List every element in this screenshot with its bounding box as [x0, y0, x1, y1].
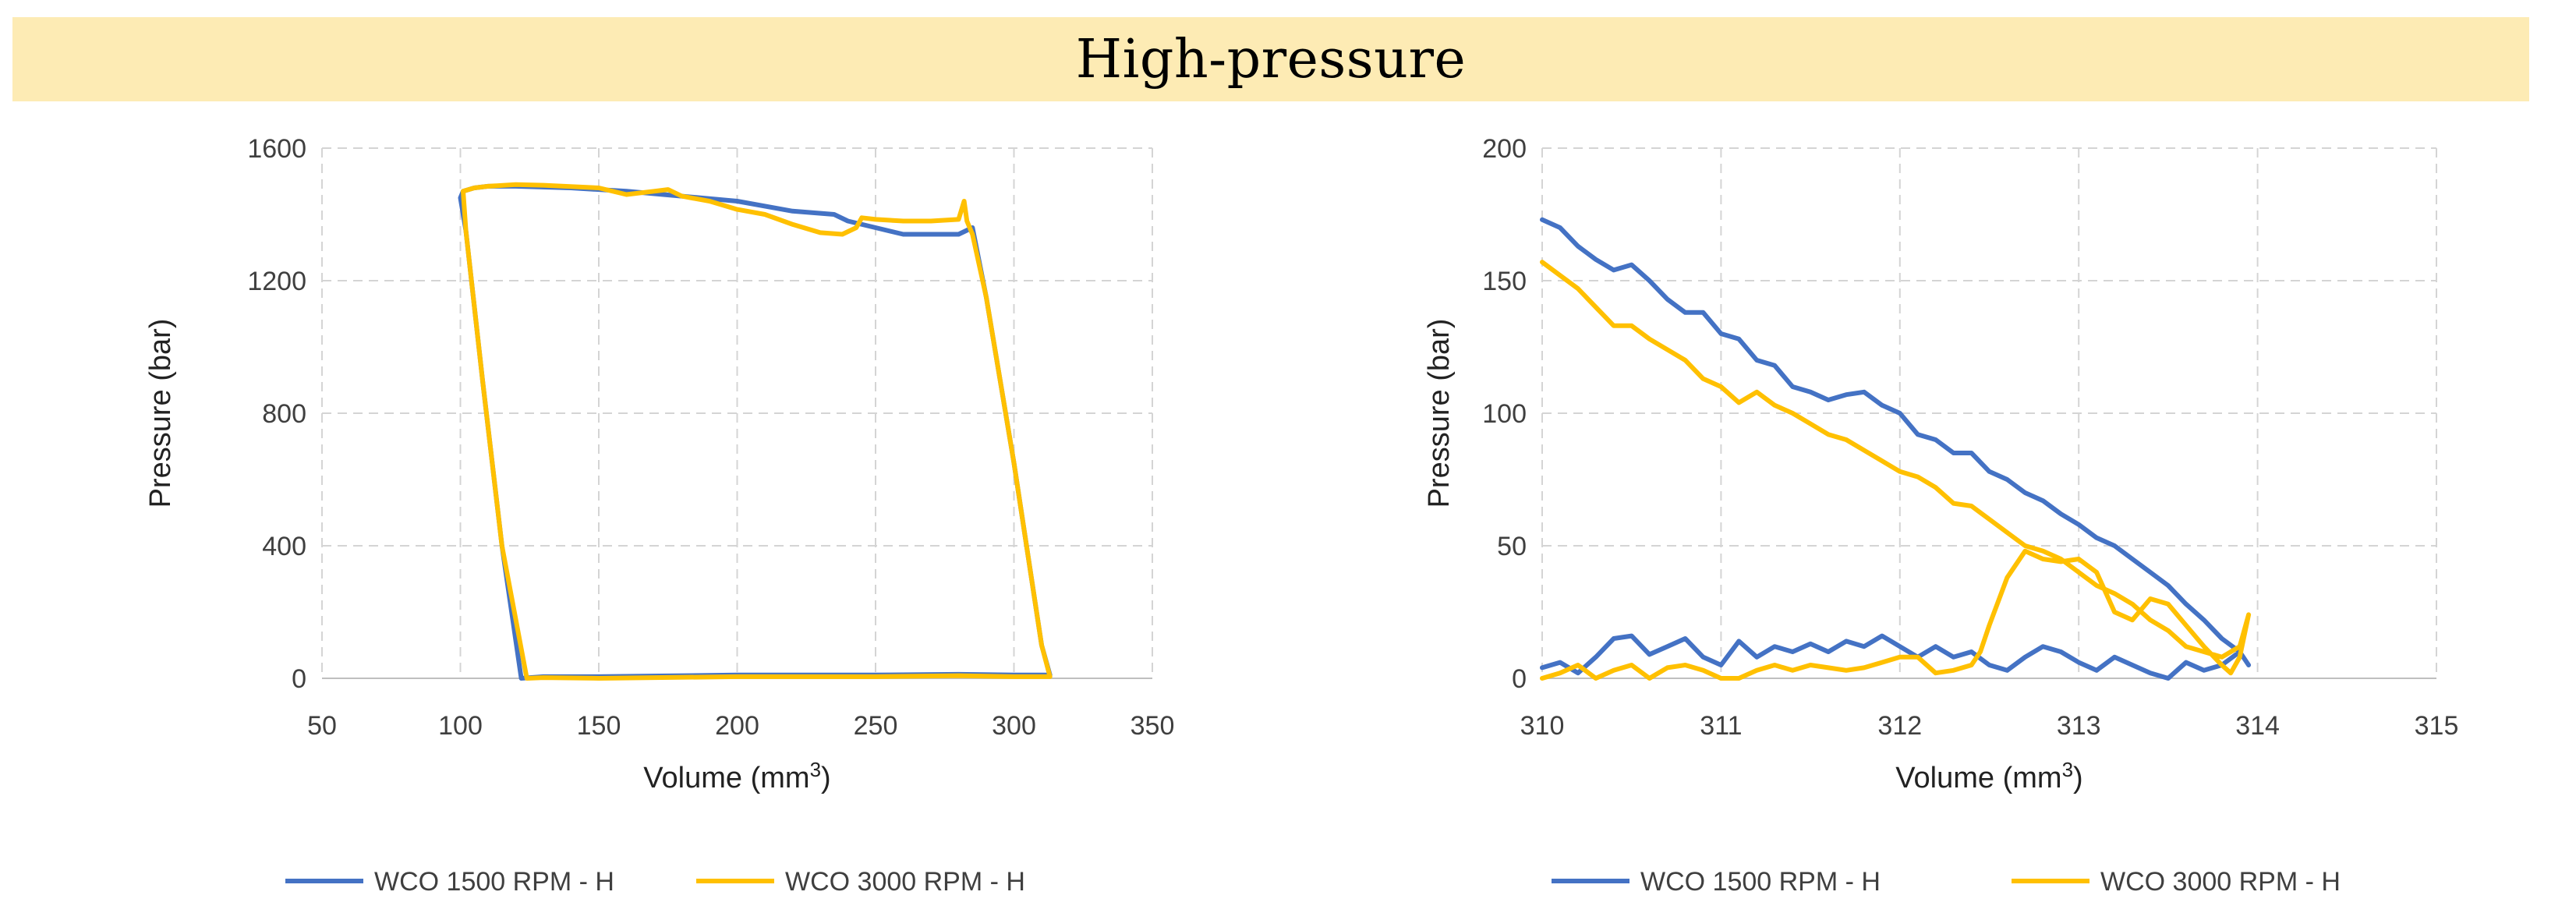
x-axis-title: Volume (mm3) — [1895, 758, 2082, 794]
series-line-1 — [458, 183, 1053, 681]
legend-label-1: WCO 1500 RPM - H — [374, 867, 614, 897]
y-axis-title: Pressure (bar) — [1423, 319, 1456, 508]
x-tick-label: 350 — [1131, 711, 1175, 741]
banner-title: High-pressure — [1075, 28, 1467, 90]
x-tick-label: 312 — [1877, 711, 1922, 741]
series-line-1 — [1540, 217, 2252, 681]
chart-right: 0 50 100 150 200 310 311 312 313 314 315 Volume (mm… — [1423, 134, 2459, 897]
y-tick-label: 0 — [292, 664, 306, 694]
x-tick-label: 313 — [2057, 711, 2101, 741]
y-tick-label: 400 — [262, 532, 306, 561]
x-tick-label: 100 — [438, 711, 483, 741]
x-tick-label: 315 — [2415, 711, 2459, 741]
x-tick-label: 150 — [577, 711, 621, 741]
legend-label-2: WCO 3000 RPM - H — [785, 867, 1025, 897]
y-tick-label: 1600 — [247, 134, 306, 164]
series-line-2 — [461, 182, 1053, 681]
legend-label-1: WCO 1500 RPM - H — [1640, 867, 1881, 897]
x-tick-label: 310 — [1520, 711, 1565, 741]
x-tick-label: 50 — [307, 711, 337, 741]
banner: High-pressure — [12, 17, 2529, 101]
y-tick-label: 150 — [1482, 267, 1527, 296]
chart-left: 0 400 800 1200 1600 50 100 150 200 250 300 350 Volum… — [144, 134, 1175, 897]
x-tick-label: 300 — [992, 711, 1036, 741]
x-tick-label: 311 — [1700, 711, 1742, 741]
y-tick-label: 800 — [262, 399, 306, 429]
x-axis-title: Volume (mm3) — [643, 758, 830, 794]
y-tick-label: 1200 — [247, 267, 306, 296]
x-tick-label: 314 — [2235, 711, 2280, 741]
y-tick-label: 100 — [1482, 399, 1527, 429]
series-line-2 — [1540, 260, 2252, 681]
legend-label-2: WCO 3000 RPM - H — [2100, 867, 2341, 897]
y-tick-label: 50 — [1497, 532, 1527, 561]
y-axis-title: Pressure (bar) — [144, 319, 177, 508]
x-tick-label: 200 — [715, 711, 759, 741]
x-tick-label: 250 — [854, 711, 898, 741]
y-tick-label: 0 — [1512, 664, 1527, 694]
y-tick-label: 200 — [1482, 134, 1527, 164]
